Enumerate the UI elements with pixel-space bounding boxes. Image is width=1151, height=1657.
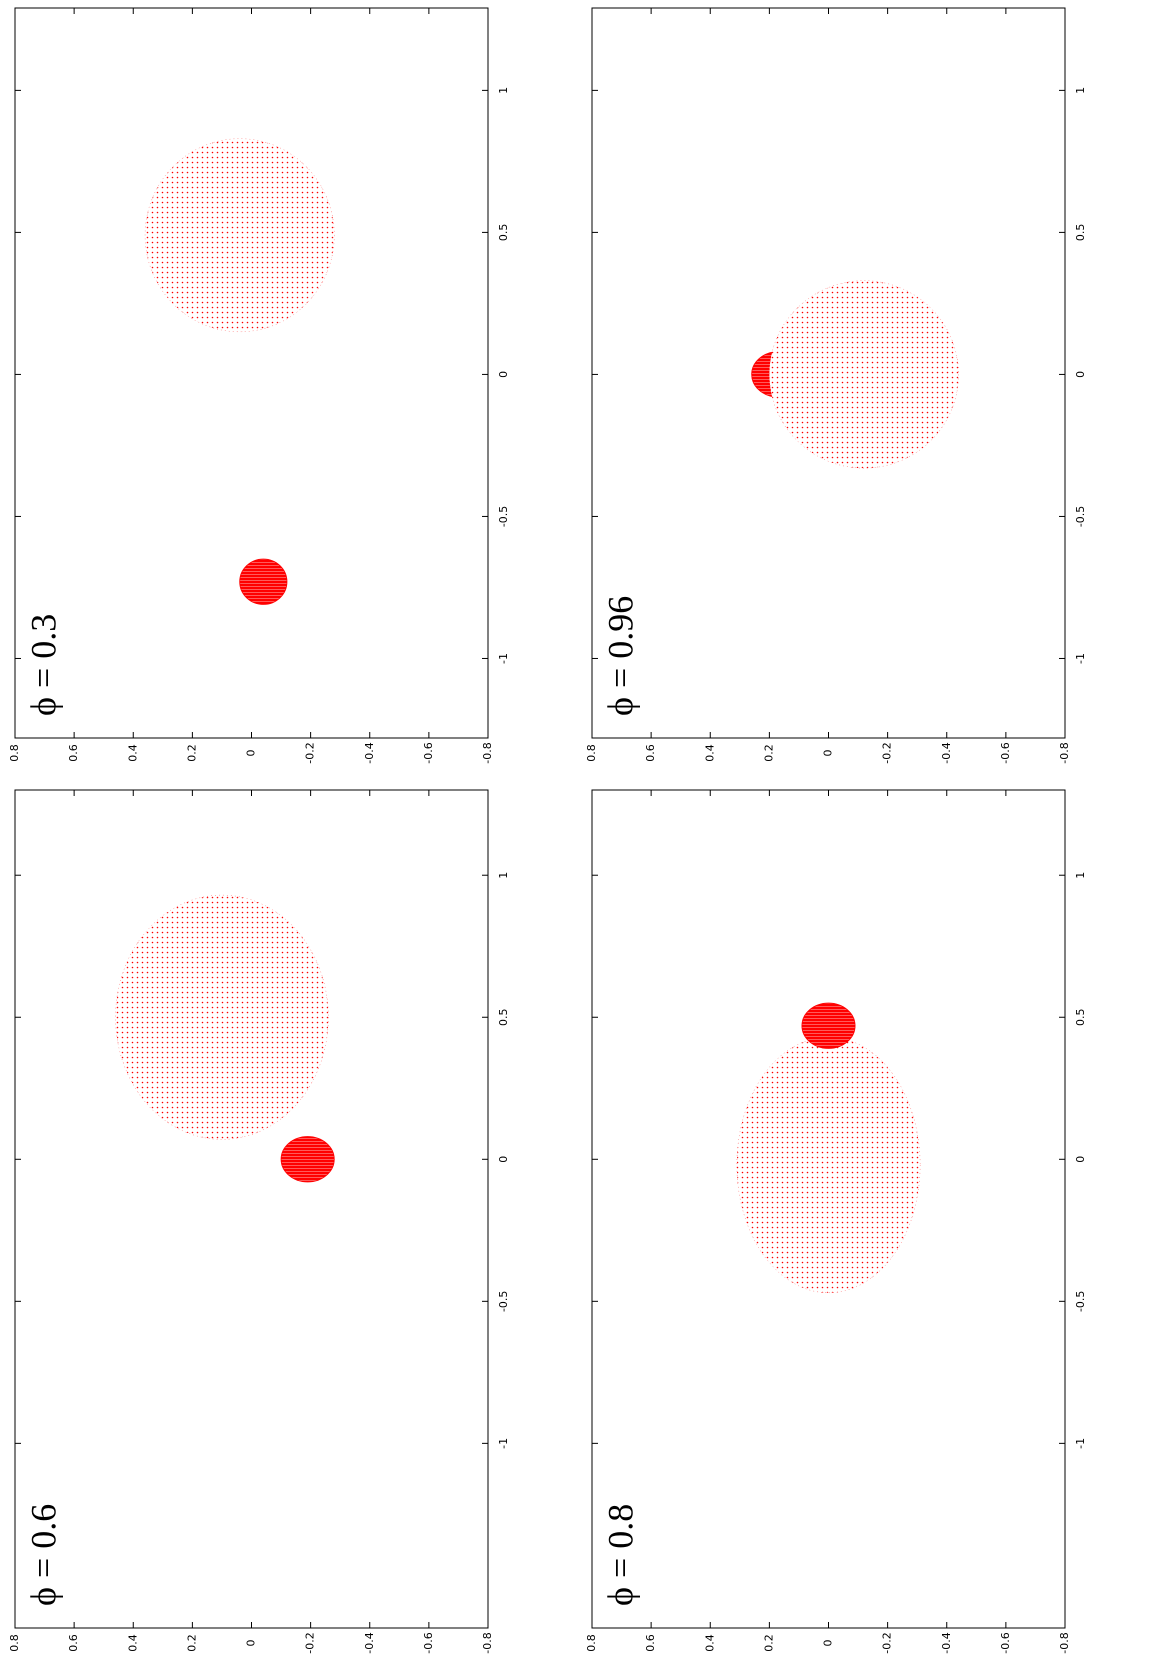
star	[769, 281, 958, 468]
y-tick-label: -0.8	[481, 1632, 494, 1653]
star	[802, 1003, 855, 1048]
x-tick-label: -0.5	[1074, 1291, 1087, 1312]
y-tick-label: -0.8	[1058, 742, 1071, 763]
x-tick-label: 1	[1074, 872, 1087, 879]
y-tick-label: 0.2	[762, 1634, 775, 1652]
y-tick-label: -0.4	[363, 742, 376, 763]
page: -1 -0.5 0 0.5 1 0.8 0.6 0.4 0.2 0 -0.2 -0.4 -0.6 -0.8…	[0, 0, 1151, 1657]
y-tick-label: -0.8	[481, 742, 494, 763]
x-tick-label: -0.5	[497, 506, 510, 527]
y-tick-label: 0.4	[126, 744, 139, 762]
y-tick-label: 0.6	[67, 1634, 80, 1652]
x-tick-label: -1	[497, 1438, 510, 1449]
x-tick-label: 0.5	[1074, 1009, 1087, 1026]
y-tick-label: -0.2	[304, 742, 317, 763]
y-tick-label: 0	[822, 750, 835, 757]
x-tick-label: 1	[497, 872, 510, 879]
y-tick-label: -0.4	[940, 1632, 953, 1653]
y-tick-label: -0.6	[422, 742, 435, 763]
y-tick-label: 0.6	[67, 744, 80, 762]
y-tick-label: 0.8	[585, 1634, 598, 1652]
star	[116, 895, 329, 1139]
x-tick-label: -0.5	[1074, 506, 1087, 527]
panel-title: ϕ = 0.6	[23, 1504, 63, 1606]
y-tick-label: 0.2	[185, 1634, 198, 1652]
x-tick-label: 1	[1074, 87, 1087, 94]
y-tick-label: -0.4	[940, 742, 953, 763]
y-tick-label: 0.2	[185, 744, 198, 762]
y-tick-label: -0.2	[881, 742, 894, 763]
y-tick-label: 0.4	[126, 1634, 139, 1652]
y-tick-label: 0	[245, 1640, 258, 1647]
y-tick-label: 0.8	[8, 1634, 21, 1652]
x-tick-label: 0	[1074, 1156, 1087, 1163]
x-tick-label: -0.5	[497, 1291, 510, 1312]
y-tick-label: 0	[822, 1640, 835, 1647]
x-tick-label: 0.5	[497, 224, 510, 242]
x-tick-label: 0	[1074, 371, 1087, 378]
y-tick-label: 0.8	[585, 744, 598, 762]
panel-title: ϕ = 0.3	[23, 614, 63, 716]
y-tick-label: -0.2	[304, 1632, 317, 1653]
y-tick-label: -0.2	[881, 1632, 894, 1653]
x-tick-label: 0	[497, 371, 510, 378]
figure: -1 -0.5 0 0.5 1 0.8 0.6 0.4 0.2 0 -0.2 -0.4 -0.6 -0.8…	[0, 0, 1151, 1657]
y-tick-label: 0	[245, 750, 258, 757]
x-tick-label: -1	[1074, 1438, 1087, 1449]
star	[281, 1137, 334, 1182]
y-tick-label: 0.8	[8, 744, 21, 762]
star	[240, 559, 287, 604]
y-tick-label: 0.4	[703, 1634, 716, 1652]
y-tick-label: 0.6	[644, 744, 657, 762]
y-tick-label: 0.4	[703, 744, 716, 762]
y-tick-label: -0.6	[422, 1632, 435, 1653]
x-tick-label: 0.5	[1074, 224, 1087, 242]
y-tick-label: -0.6	[999, 1632, 1012, 1653]
y-tick-label: -0.6	[999, 742, 1012, 763]
x-tick-label: 0	[497, 1156, 510, 1163]
star	[145, 139, 334, 332]
y-tick-label: 0.6	[644, 1634, 657, 1652]
y-tick-label: -0.4	[363, 1632, 376, 1653]
star	[737, 1037, 920, 1293]
plot-frame	[15, 8, 488, 738]
y-tick-label: 0.2	[762, 744, 775, 762]
x-tick-label: -1	[1074, 653, 1087, 664]
y-tick-label: -0.8	[1058, 1632, 1071, 1653]
panel-title: ϕ = 0.8	[600, 1504, 640, 1606]
x-tick-label: 1	[497, 87, 510, 94]
x-tick-label: -1	[497, 653, 510, 664]
panel-title: ϕ = 0.96	[600, 596, 640, 716]
x-tick-label: 0.5	[497, 1009, 510, 1026]
